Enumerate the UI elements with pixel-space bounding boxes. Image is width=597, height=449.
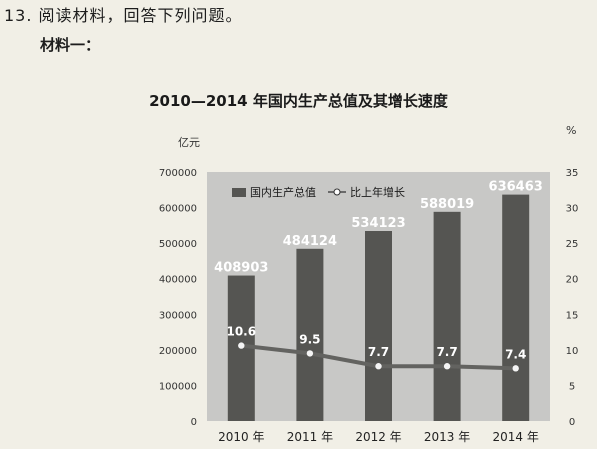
y-left-tick-label: 500000	[159, 239, 197, 250]
x-tick-label: 2011 年	[287, 430, 333, 444]
y-left-tick-label: 100000	[159, 381, 197, 392]
gdp-value-label: 588019	[420, 197, 474, 212]
y-left-unit: 亿元	[178, 136, 200, 149]
growth-rate-point	[238, 342, 245, 349]
material-label: 材料一：	[40, 36, 101, 54]
legend-bar-label: 国内生产总值	[250, 185, 316, 199]
y-right-tick-label: 15	[566, 310, 579, 321]
y-right-tick-label: 0	[569, 417, 575, 428]
question-text: 13. 阅读材料，回答下列问题。	[4, 6, 243, 25]
growth-rate-label: 9.5	[299, 332, 320, 346]
gdp-bar	[296, 248, 324, 421]
legend-bar-swatch	[232, 188, 246, 197]
gdp-bar	[502, 194, 530, 421]
y-left-tick-label: 200000	[159, 346, 197, 357]
x-tick-label: 2010 年	[218, 430, 264, 444]
growth-rate-point	[375, 363, 382, 370]
x-tick-label: 2012 年	[355, 430, 401, 444]
growth-rate-label: 7.7	[436, 345, 457, 359]
y-right-tick-label: 20	[566, 275, 579, 286]
growth-rate-point	[443, 363, 451, 370]
legend: 国内生产总值 比上年增长	[232, 185, 405, 199]
growth-rate-label: 7.7	[368, 345, 389, 359]
y-left-tick-label: 0	[191, 417, 197, 428]
gdp-bar	[433, 211, 461, 421]
x-tick-label: 2014 年	[493, 430, 539, 444]
y-right-tick-label: 35	[566, 168, 579, 179]
chart-title: 2010—2014 年国内生产总值及其增长速度	[149, 92, 448, 110]
gdp-value-label: 484124	[283, 234, 337, 249]
legend-line-label: 比上年增长	[350, 185, 405, 199]
x-tick-label: 2013 年	[424, 430, 470, 444]
y-left-tick-label: 600000	[159, 204, 197, 215]
gdp-value-label: 534123	[351, 216, 405, 231]
y-right-tick-label: 30	[566, 204, 579, 215]
growth-rate-point	[306, 350, 314, 357]
y-left-tick-label: 400000	[159, 275, 197, 286]
y-right-unit: %	[566, 124, 576, 137]
gdp-value-label: 636463	[489, 180, 543, 195]
y-left-tick-label: 700000	[159, 168, 197, 179]
growth-rate-label: 7.4	[505, 347, 526, 361]
y-left-tick-label: 300000	[159, 310, 197, 321]
y-right-tick-label: 10	[566, 346, 579, 357]
y-right-tick-label: 25	[566, 239, 579, 250]
gdp-value-label: 408903	[214, 261, 268, 276]
legend-line-marker	[333, 188, 341, 196]
growth-rate-label: 10.6	[226, 325, 256, 339]
y-right-tick-label: 5	[569, 381, 575, 392]
gdp-bar	[365, 231, 392, 421]
growth-rate-point	[512, 365, 519, 372]
